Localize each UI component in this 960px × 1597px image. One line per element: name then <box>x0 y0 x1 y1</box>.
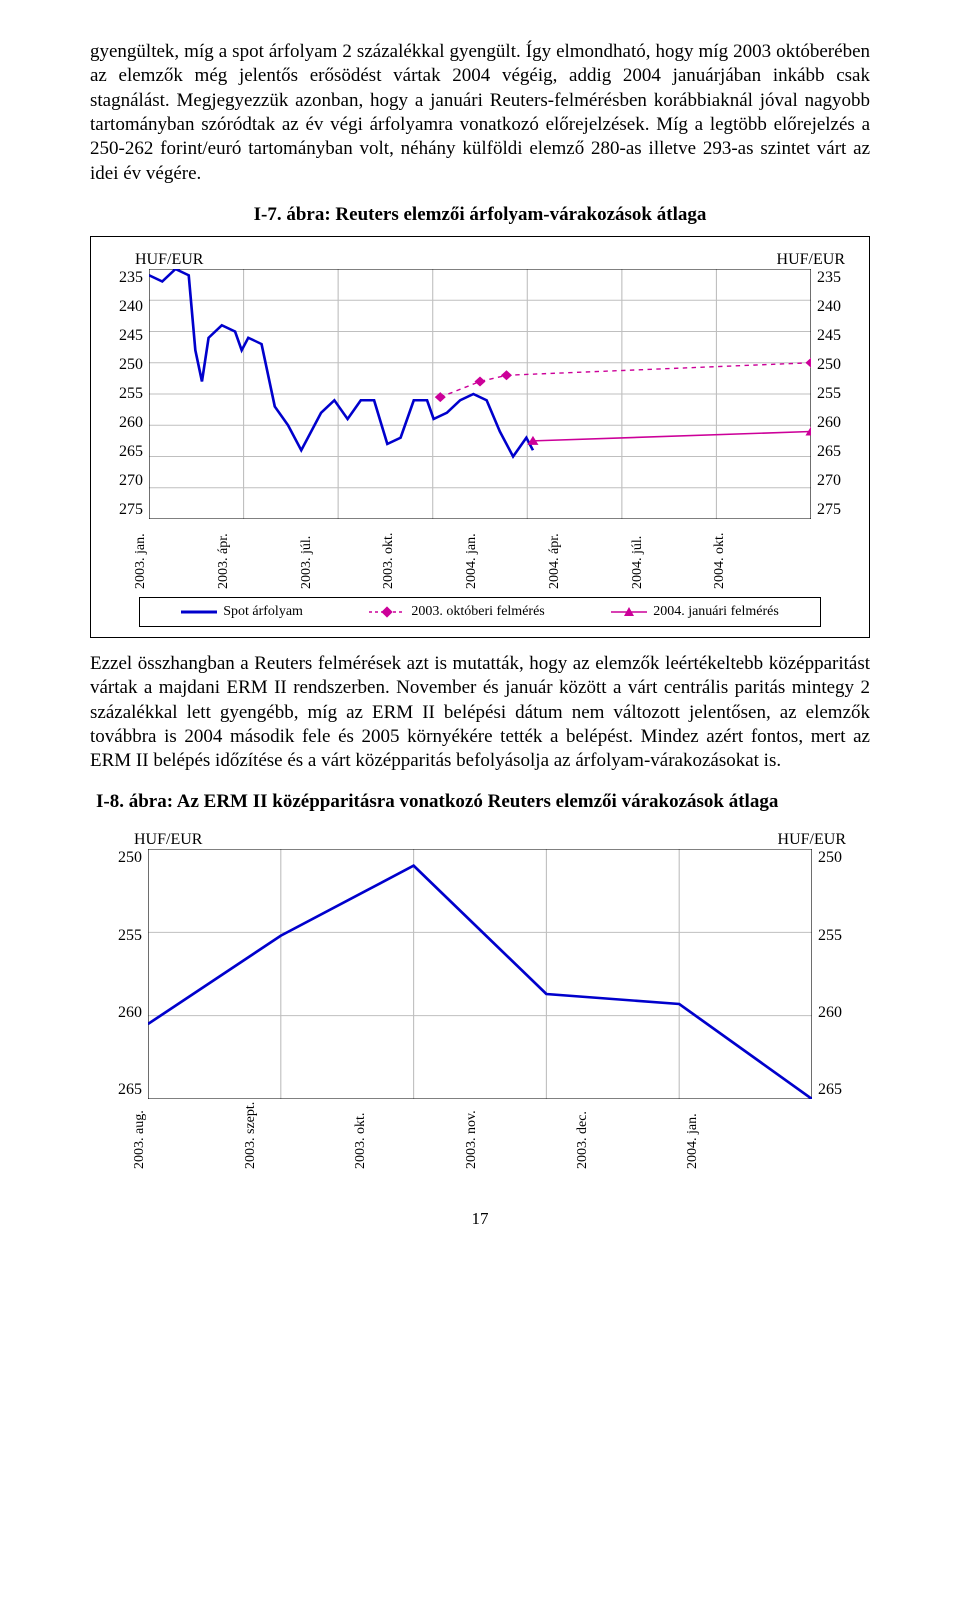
page-number: 17 <box>90 1209 870 1229</box>
chart-2-yticks-right: 250255260265 <box>812 849 852 1099</box>
chart-2-unit-left: HUF/EUR <box>134 831 202 849</box>
chart-2-plot <box>148 849 812 1099</box>
legend-spot: Spot árfolyam <box>181 604 303 620</box>
chart-1-yticks-left: 235240245250255260265270275 <box>109 269 149 519</box>
chart-1-unit-right: HUF/EUR <box>777 251 845 269</box>
legend-okt: 2003. októberi felmérés <box>369 604 544 620</box>
chart-1-yticks-right: 235240245250255260265270275 <box>811 269 851 519</box>
chart-2-container: HUF/EUR HUF/EUR 250255260265 25025526026… <box>90 823 870 1173</box>
figure-1-title: I-7. ábra: Reuters elemzői árfolyam-vára… <box>90 204 870 226</box>
legend-jan: 2004. januári felmérés <box>611 604 779 620</box>
chart-1-container: HUF/EUR HUF/EUR 235240245250255260265270… <box>90 236 870 638</box>
legend-spot-label: Spot árfolyam <box>223 604 303 620</box>
chart-2-unit-right: HUF/EUR <box>778 831 846 849</box>
chart-1-legend: Spot árfolyam 2003. októberi felmérés 20… <box>139 597 821 627</box>
paragraph-2: Ezzel összhangban a Reuters felmérések a… <box>90 652 870 774</box>
chart-1-xticks: 2003. jan.2003. ápr.2003. júl.2003. okt.… <box>109 519 851 589</box>
chart-2-yticks-left: 250255260265 <box>108 849 148 1099</box>
chart-1-plot <box>149 269 811 519</box>
chart-1-unit-left: HUF/EUR <box>135 251 203 269</box>
chart-2-xticks: 2003. aug.2003. szept.2003. okt.2003. no… <box>108 1099 852 1169</box>
figure-2-title: I-8. ábra: Az ERM II középparitásra vona… <box>96 791 870 813</box>
legend-okt-label: 2003. októberi felmérés <box>411 604 544 620</box>
paragraph-1: gyengültek, míg a spot árfolyam 2 százal… <box>90 40 870 186</box>
legend-jan-label: 2004. januári felmérés <box>653 604 779 620</box>
